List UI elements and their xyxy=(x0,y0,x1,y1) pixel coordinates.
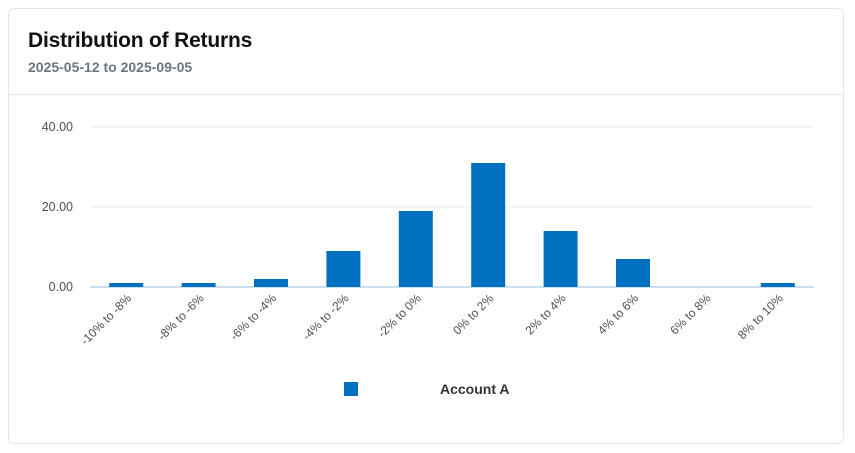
bar[interactable] xyxy=(543,231,578,287)
x-tick-label: 6% to 8% xyxy=(667,291,713,337)
bar[interactable] xyxy=(109,283,144,287)
x-tick-label: 2% to 4% xyxy=(522,291,568,337)
y-tick-label: 20.00 xyxy=(42,200,73,214)
bar[interactable] xyxy=(181,283,216,287)
x-tick-label: -10% to -8% xyxy=(78,291,135,348)
y-tick-label: 40.00 xyxy=(42,120,73,134)
bar[interactable] xyxy=(471,163,506,287)
x-tick-label: 8% to 10% xyxy=(735,291,786,342)
legend-swatch-account-a[interactable] xyxy=(344,382,358,396)
bar[interactable] xyxy=(254,279,288,287)
bar[interactable] xyxy=(398,211,433,287)
card-header: Distribution of Returns 2025-05-12 to 20… xyxy=(9,9,843,95)
bar[interactable] xyxy=(616,259,650,287)
chart-title: Distribution of Returns xyxy=(28,29,253,52)
legend-label-account-a[interactable]: Account A xyxy=(440,381,510,397)
date-range: 2025-05-12 to 2025-09-05 xyxy=(28,59,193,75)
bar[interactable] xyxy=(326,251,361,287)
x-tick-label: -2% to 0% xyxy=(375,291,424,340)
legend[interactable]: Account A xyxy=(344,380,509,398)
x-tick-label: -4% to -2% xyxy=(300,291,352,343)
x-tick-label: 0% to 2% xyxy=(450,291,496,337)
bar[interactable] xyxy=(760,283,795,287)
x-tick-label: -8% to -6% xyxy=(155,291,207,343)
x-tick-label: -6% to -4% xyxy=(227,291,279,343)
y-tick-label: 0.00 xyxy=(49,280,73,294)
x-tick-label: 4% to 6% xyxy=(595,291,641,337)
